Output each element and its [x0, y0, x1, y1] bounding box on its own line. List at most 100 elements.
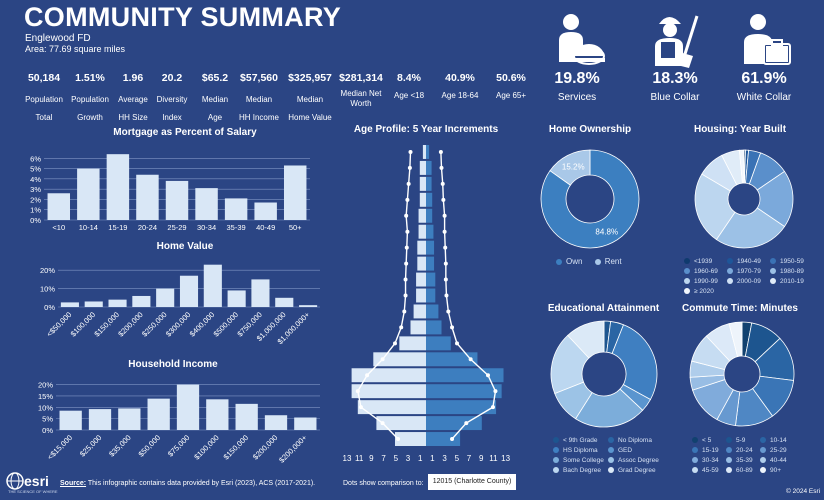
legend-dot: [726, 467, 732, 473]
x-tick-label: <$50,000: [45, 310, 74, 339]
female-bar: [426, 288, 436, 303]
stat-label: Median Net Worth: [340, 89, 382, 108]
bar: [235, 403, 258, 430]
legend-dot: [727, 258, 733, 264]
x-tick-label: 3: [406, 454, 411, 463]
legend-dot: [760, 467, 766, 473]
male-bar: [351, 384, 426, 399]
legend-item: No Diploma: [608, 437, 652, 444]
legend-row: 1990-99 2000-09 2010-19: [684, 277, 804, 287]
female-bar: [426, 224, 434, 239]
legend-label: Bach Degree: [563, 467, 601, 474]
y-tick-label: 6%: [30, 154, 41, 163]
male-bar: [419, 176, 426, 191]
y-tick-label: 20%: [40, 266, 55, 275]
x-tick-label: $200,000: [251, 433, 279, 461]
legend-label: 1990-99: [694, 278, 718, 285]
compare-dot: [442, 229, 447, 234]
legend-dot: [608, 467, 614, 473]
compare-dot: [408, 149, 413, 154]
compare-dot: [355, 389, 360, 394]
occupation-label: Blue Collar: [650, 92, 700, 103]
bar: [227, 290, 246, 307]
legend-dot: [726, 447, 732, 453]
x-tick-label: 11: [355, 454, 364, 463]
compare-dot: [404, 245, 409, 250]
y-tick-label: 1%: [30, 206, 41, 215]
male-bar: [419, 160, 426, 175]
occupation-value: 61.9%: [741, 70, 787, 87]
legend-dot: [727, 278, 733, 284]
bar: [179, 275, 199, 307]
occupation-value: 19.8%: [554, 70, 600, 87]
legend-label: No Diploma: [618, 437, 652, 444]
legend-item: 1960-69: [684, 267, 727, 277]
stat-age-under-18: 8.4% Age <18: [376, 72, 442, 101]
legend-row: < 5 5-9 10-14: [692, 436, 787, 446]
bar: [108, 299, 127, 307]
legend-item: 45-59: [692, 466, 726, 476]
stat-age-65-plus: 50.6% Age 65+: [478, 72, 544, 101]
stat-label-2: HH Size: [118, 113, 148, 122]
y-tick-label: 10%: [38, 403, 53, 412]
male-bar: [410, 320, 426, 335]
bar: [136, 174, 159, 220]
legend-dot: [692, 447, 698, 453]
legend-item-own: Own: [556, 257, 582, 266]
legend-row: HS Diploma GED: [553, 446, 659, 456]
stat-value: 8.4%: [397, 72, 421, 84]
legend-row: ≥ 2020: [684, 287, 804, 297]
male-bar: [395, 432, 426, 446]
x-tick-label: $150,000: [92, 310, 120, 338]
stat-population-growth: 1.51% Population Growth: [57, 72, 123, 123]
services-worker-icon: [559, 14, 605, 65]
compare-dot: [438, 149, 443, 154]
legend-label: 30-34: [702, 457, 719, 464]
x-tick-label: 30-34: [197, 223, 216, 232]
compare-dot: [403, 277, 408, 282]
stat-label: Population: [25, 95, 63, 104]
copyright: © 2024 Esri: [786, 488, 821, 495]
stat-label-2: Age: [207, 113, 223, 122]
slice: [540, 149, 640, 249]
x-tick-label: $500,000: [212, 310, 240, 338]
compare-area-select[interactable]: 12015 (Charlotte County): [428, 474, 516, 490]
bar: [118, 408, 141, 430]
female-bar: [426, 400, 497, 415]
x-tick-label: <$15,000: [45, 433, 74, 462]
x-tick-label: 1: [430, 454, 435, 463]
compare-dot: [442, 213, 447, 218]
compare-dot: [365, 373, 370, 378]
legend-dot: [553, 467, 559, 473]
compare-dot: [493, 389, 498, 394]
data-label: 84.8%: [595, 227, 618, 236]
x-tick-label: 7: [467, 454, 472, 463]
compare-dot: [455, 341, 459, 346]
stat-label: Median: [201, 95, 229, 104]
compare-dot: [443, 277, 448, 282]
x-tick-label: $150,000: [222, 433, 250, 461]
stat-label: Diversity: [156, 95, 188, 104]
compare-dot: [490, 405, 495, 410]
bar: [299, 305, 318, 307]
y-tick-label: 5%: [42, 415, 53, 424]
legend-item: 2000-09: [727, 277, 770, 287]
legend-label: < 9th Grade: [563, 437, 598, 444]
compare-dot: [405, 197, 410, 202]
legend-item: < 9th Grade: [553, 436, 608, 446]
slice: [756, 170, 794, 228]
legend-item: 20-24: [726, 446, 760, 456]
mortgage-chart-title: Mortgage as Percent of Salary: [113, 127, 257, 138]
legend-row: 1960-69 1970-79 1980-89: [684, 267, 804, 277]
legend-label: 90+: [770, 467, 782, 474]
housing-year-built-chart-title: Housing: Year Built: [693, 124, 787, 135]
legend-dot: [760, 437, 766, 443]
female-bar: [426, 208, 433, 223]
esri-logo[interactable]: esri: [24, 473, 49, 489]
legend-label: GED: [618, 447, 633, 454]
legend-row: Bach Degree Grad Degree: [553, 466, 659, 476]
commute-time-chart-title: Commute Time: Minutes: [682, 303, 798, 314]
x-tick-label: 1: [418, 454, 423, 463]
compare-dot: [380, 421, 385, 426]
compare-dot: [404, 261, 409, 266]
